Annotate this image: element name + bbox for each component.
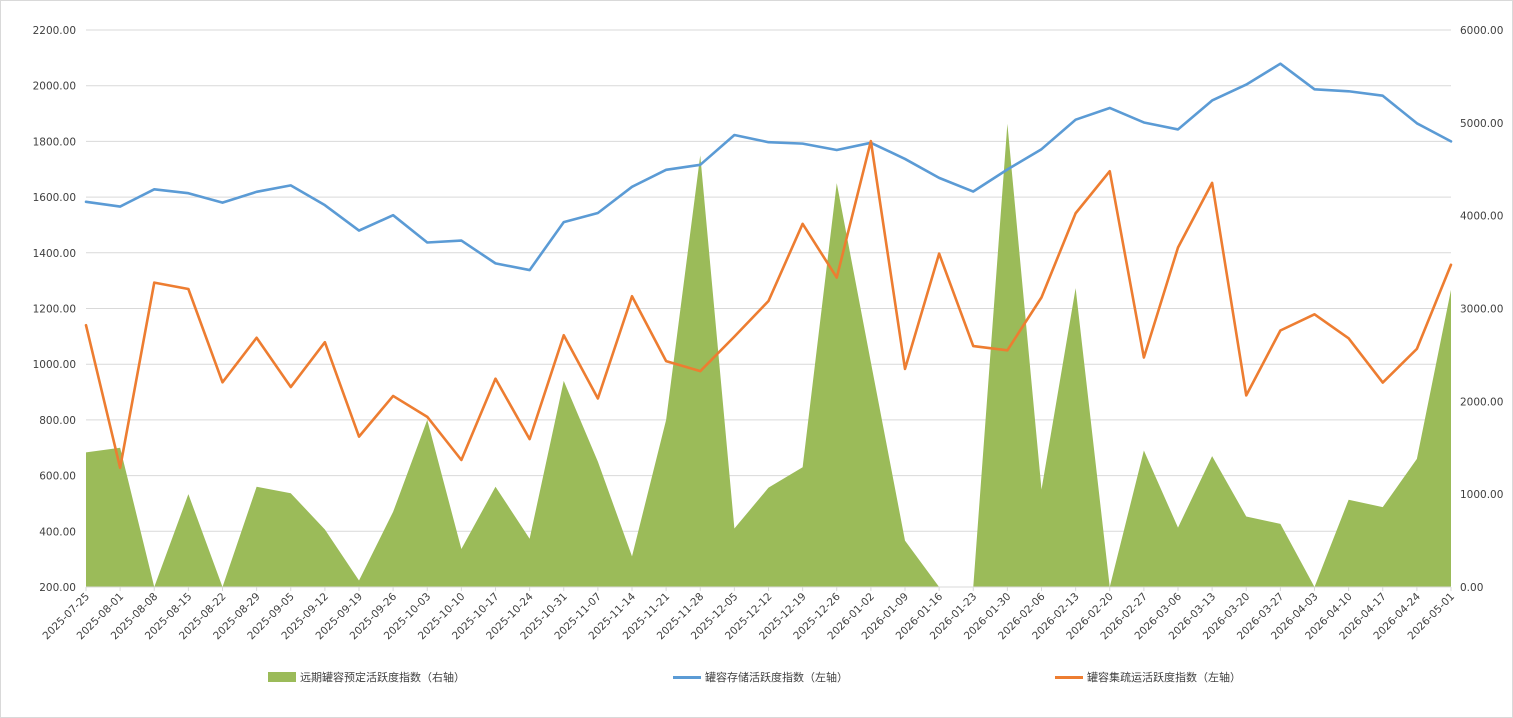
line-series-2 (84, 139, 1453, 470)
line-series (84, 62, 1453, 470)
legend-item-area[interactable]: 远期罐容预定活跃度指数（右轴） (268, 669, 465, 685)
left-axis-tick-label: 2200.00 (33, 25, 76, 37)
left-axis-tick-label: 2000.00 (33, 81, 76, 93)
left-axis-tick-label: 1800.00 (33, 136, 76, 148)
left-axis-tick-label: 1400.00 (33, 248, 76, 260)
legend-label-area: 远期罐容预定活跃度指数（右轴） (300, 671, 465, 684)
area-series-0 (86, 123, 1451, 588)
legend-swatch-transport (1055, 675, 1083, 679)
right-axis-tick-label: 6000.00 (1460, 25, 1503, 37)
left-axis-tick-label: 200.00 (39, 582, 76, 594)
left-axis-tick-label: 1600.00 (33, 192, 76, 204)
left-axis-tick-label: 1000.00 (33, 359, 76, 371)
legend-swatch-area (268, 672, 296, 682)
legend-label-storage: 罐容存储活跃度指数（左轴） (705, 671, 848, 684)
right-axis-tick-label: 2000.00 (1460, 396, 1503, 408)
right-axis-tick-label: 1000.00 (1460, 489, 1503, 501)
legend-item-transport[interactable]: 罐容集疏运活跃度指数（左轴） (1055, 669, 1241, 685)
legend: 远期罐容预定活跃度指数（右轴） 罐容存储活跃度指数（左轴） 罐容集疏运活跃度指数… (1, 669, 1512, 689)
right-axis-ticks: 0.00 1000.00 2000.00 3000.00 4000.00 5000.00 6… (1460, 25, 1503, 594)
left-axis-tick-label: 400.00 (39, 526, 76, 538)
left-axis-tick-label: 800.00 (39, 415, 76, 427)
legend-swatch-storage (673, 675, 701, 679)
left-axis-tick-label: 600.00 (39, 471, 76, 483)
left-axis-ticks: 200.00 400.00 600.00 800.00 1000.00 1200.00 14… (33, 25, 76, 594)
x-axis-ticks: 2025-07-252025-08-012025-08-082025-08-15… (40, 586, 1457, 642)
right-axis-tick-label: 4000.00 (1460, 211, 1503, 223)
right-axis-tick-label: 5000.00 (1460, 118, 1503, 130)
right-axis-tick-label: 3000.00 (1460, 304, 1503, 316)
legend-item-storage[interactable]: 罐容存储活跃度指数（左轴） (673, 669, 848, 685)
area-series (86, 123, 1451, 588)
legend-label-transport: 罐容集疏运活跃度指数（左轴） (1087, 671, 1241, 684)
line-series-1 (84, 62, 1453, 272)
right-axis-tick-label: 0.00 (1460, 582, 1483, 594)
left-axis-tick-label: 1200.00 (33, 304, 76, 316)
